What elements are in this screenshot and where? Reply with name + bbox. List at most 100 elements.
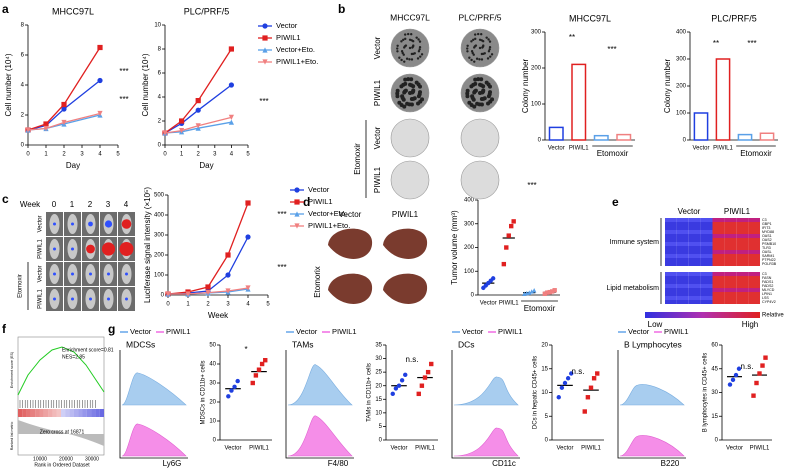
colony	[399, 84, 404, 89]
gene-label: FADS2	[762, 284, 773, 288]
marker	[591, 376, 597, 381]
rank-band	[56, 409, 61, 417]
x-tick-label: Vector	[548, 146, 565, 152]
colony	[472, 104, 477, 109]
marker	[730, 377, 736, 383]
heatmap-cell	[736, 230, 749, 234]
heatmap-cell	[676, 276, 689, 280]
heatmap-cell	[736, 296, 749, 300]
marker	[727, 382, 733, 387]
marker	[43, 125, 49, 132]
heatmap-cell	[676, 238, 689, 242]
colony	[466, 47, 469, 50]
y-tick-label: 0	[161, 293, 165, 299]
colony	[401, 97, 406, 102]
colony	[418, 48, 421, 51]
panel-title: B Lymphocytes	[624, 339, 682, 349]
y-tick-label: 50	[209, 343, 216, 349]
heatmap-cell	[665, 222, 677, 226]
heatmap-cell	[700, 284, 713, 288]
y-tick-label: 8	[158, 47, 162, 53]
marker	[550, 289, 555, 294]
heatmap-cell	[700, 280, 713, 284]
marker	[529, 289, 534, 294]
colony	[471, 97, 476, 102]
legend-marker	[294, 199, 300, 205]
rank-band	[48, 409, 53, 417]
axis-frame	[119, 350, 188, 459]
marker	[527, 290, 532, 295]
x-tick-label: 0	[163, 152, 167, 158]
histogram	[287, 364, 353, 406]
heatmap-cell	[748, 254, 760, 258]
y-tick-label: 300	[676, 57, 687, 63]
y-tick-label: 4	[21, 83, 25, 89]
heatmap-cell	[748, 246, 760, 250]
marker	[25, 127, 31, 133]
y-tick-label: 100	[676, 111, 687, 117]
heatmap-cell	[712, 218, 725, 222]
legend-label: PIWIL1	[166, 327, 191, 336]
marker	[226, 394, 231, 399]
y-axis-label: Tumor volume (mm³)	[450, 210, 459, 285]
heatmap-cell	[665, 280, 677, 284]
y-tick-label: 200	[531, 66, 542, 72]
marker	[179, 118, 185, 124]
x-tick-label: PIWIL1	[713, 146, 733, 152]
rank-band	[61, 409, 66, 417]
x-tick-label: Vector	[556, 446, 573, 452]
panel-title: DCs	[458, 339, 475, 349]
heatmap-cell	[700, 230, 713, 234]
legend-label: PIWIL1+Eto.	[308, 221, 350, 230]
heatmap-cell	[724, 218, 737, 222]
colony	[420, 97, 425, 102]
annotation: ***	[277, 210, 286, 219]
marker	[582, 409, 587, 414]
marker	[545, 290, 550, 295]
gsea-stat: Enrichment score=0.81	[62, 347, 114, 353]
heatmap-cell	[676, 242, 689, 246]
marker	[754, 380, 759, 386]
legend-label: Vector+Eto.	[308, 209, 347, 218]
x-axis-label: B220	[661, 459, 680, 468]
bar	[548, 126, 564, 141]
colony	[480, 58, 484, 61]
gene-label: OAS2	[762, 238, 772, 242]
heatmap-cell	[736, 226, 749, 230]
colony	[480, 33, 483, 36]
x-tick-label: 10000	[33, 456, 47, 462]
legend-marker	[294, 223, 300, 229]
y-axis-label: Luciferase signal intensity (×10⁵)	[143, 187, 152, 303]
heatmap-cell	[724, 292, 737, 296]
x-tick-label: 3	[213, 152, 217, 158]
marker	[393, 386, 399, 391]
heatmap-cell	[736, 234, 749, 238]
heatmap-cell	[748, 230, 760, 234]
signal	[125, 272, 128, 276]
week-label: 3	[106, 200, 111, 209]
rank-band	[18, 409, 23, 417]
rank-band	[86, 409, 92, 417]
marker	[416, 391, 421, 397]
heatmap-cell	[712, 226, 725, 230]
colony	[413, 52, 416, 55]
heatmap-cell	[665, 292, 677, 296]
heatmap-cell	[724, 300, 737, 304]
marker	[429, 361, 434, 367]
histogram	[453, 376, 519, 406]
y-tick-label: 5	[379, 424, 383, 430]
column-label: PIWIL1	[392, 210, 419, 219]
x-tick-label: 2	[62, 152, 66, 158]
colony	[400, 40, 403, 43]
heatmap-cell	[712, 300, 725, 304]
colony	[414, 80, 419, 85]
heatmap-cell	[676, 272, 689, 276]
color-bar	[645, 312, 760, 318]
heatmap-cell	[748, 218, 760, 222]
annotation: **	[713, 39, 719, 48]
series-line	[164, 84, 232, 134]
heatmap-cell	[665, 258, 677, 262]
heatmap-cell	[665, 272, 677, 276]
rank-band	[91, 409, 96, 417]
marker	[506, 233, 511, 238]
